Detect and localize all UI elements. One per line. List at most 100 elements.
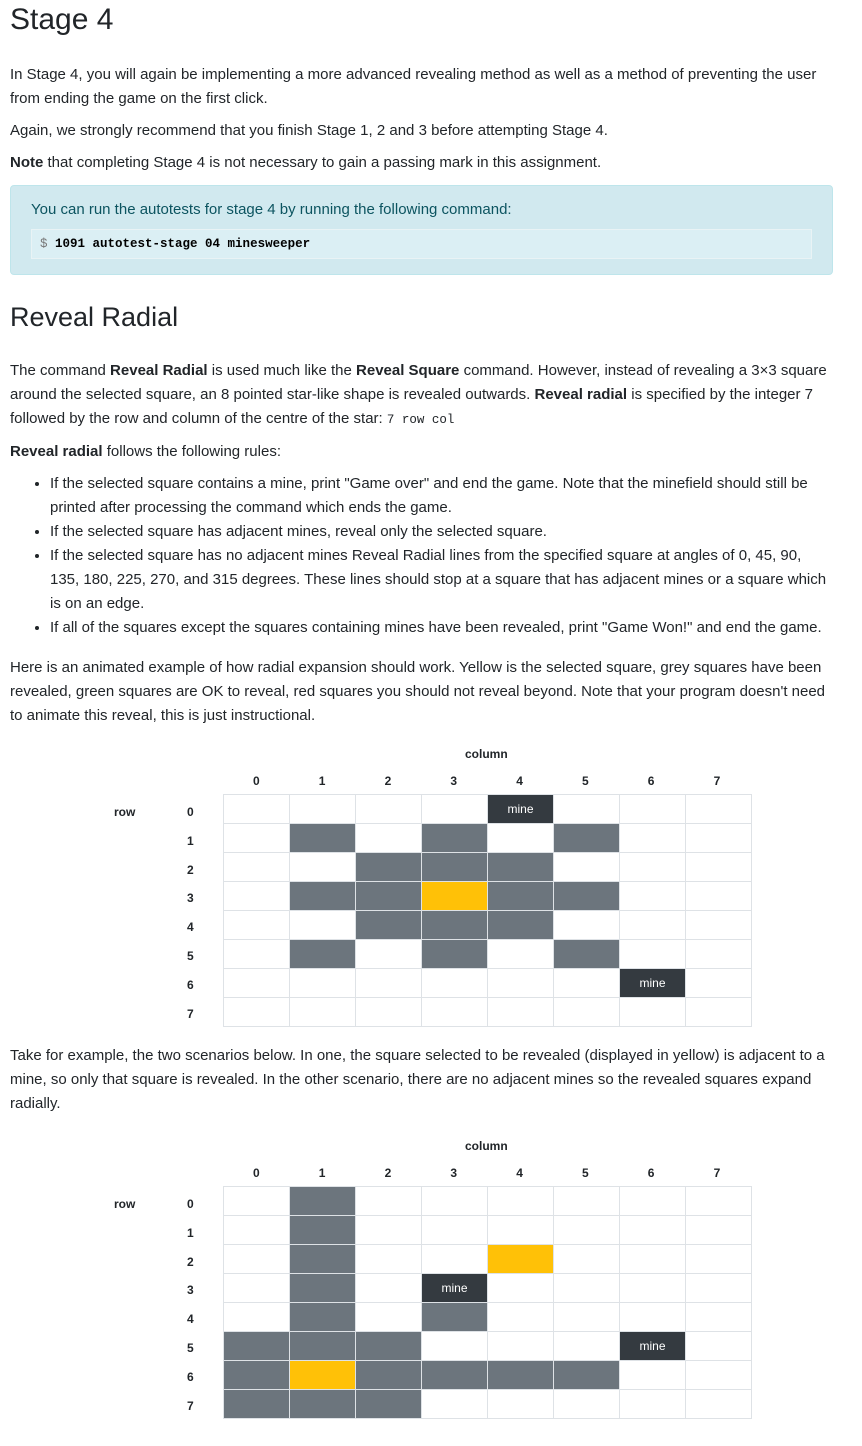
column-index-label: 1 (318, 1166, 326, 1180)
hidden-cell (421, 1186, 488, 1216)
minefield-grid: mine mine (223, 794, 752, 1027)
hidden-cell (553, 1389, 620, 1419)
grid-row (223, 939, 752, 969)
mine-cell: mine (421, 1273, 488, 1303)
column-index-label: 6 (647, 1166, 655, 1180)
hidden-cell (355, 823, 422, 853)
revealed-cell (289, 1215, 356, 1245)
hidden-cell (421, 1244, 488, 1274)
hidden-cell (355, 997, 422, 1027)
column-axis-label: column (465, 747, 508, 761)
revealed-cell (355, 1360, 422, 1390)
desc-bold: Reveal Square (356, 362, 460, 379)
hidden-cell (619, 997, 686, 1027)
hidden-cell (553, 1331, 620, 1361)
hidden-cell (685, 881, 752, 911)
hidden-cell (487, 823, 554, 853)
hidden-cell (223, 823, 290, 853)
desc-part: is specified by the integer 7 followed b… (10, 386, 814, 427)
hidden-cell (619, 852, 686, 882)
revealed-cell (223, 1331, 290, 1361)
rule-item: If the selected square has no adjacent m… (50, 544, 833, 616)
hidden-cell (553, 852, 620, 882)
grid-row: mine (223, 794, 752, 824)
hidden-cell (619, 1302, 686, 1332)
hidden-cell (619, 881, 686, 911)
hidden-cell (685, 823, 752, 853)
hidden-cell (421, 1215, 488, 1245)
hidden-cell (355, 1302, 422, 1332)
recommend-text: Again, we strongly recommend that you fi… (10, 122, 608, 139)
grid-row (223, 1360, 752, 1390)
row-axis-label: row (114, 805, 136, 819)
revealed-cell (289, 1302, 356, 1332)
revealed-cell (289, 823, 356, 853)
hidden-cell (685, 910, 752, 940)
hidden-cell (685, 1273, 752, 1303)
hidden-cell (223, 1186, 290, 1216)
hidden-cell (619, 1360, 686, 1390)
hidden-cell (685, 1302, 752, 1332)
rules-intro-rest: follows the following rules: (102, 443, 281, 460)
hidden-cell (223, 1302, 290, 1332)
hidden-cell (223, 1273, 290, 1303)
grid-row (223, 997, 752, 1027)
hidden-cell (619, 1215, 686, 1245)
hidden-cell (619, 794, 686, 824)
rule-item: If all of the squares except the squares… (50, 616, 833, 640)
hidden-cell (487, 1302, 554, 1332)
revealed-cell (487, 881, 554, 911)
desc-bold: Reveal radial (534, 386, 628, 403)
row-index-label: 7 (187, 1006, 194, 1021)
row-index-label: 1 (187, 833, 194, 848)
hidden-cell (487, 1186, 554, 1216)
row-index-label: 7 (187, 1398, 194, 1413)
column-index-label: 7 (713, 774, 721, 788)
hidden-cell (685, 1360, 752, 1390)
command-box[interactable]: $ 1091 autotest-stage 04 minesweeper (31, 229, 812, 259)
hidden-cell (619, 939, 686, 969)
autotest-alert: You can run the autotests for stage 4 by… (10, 185, 833, 275)
revealed-cell (421, 1302, 488, 1332)
rule-item: If the selected square contains a mine, … (50, 472, 833, 520)
hidden-cell (685, 1186, 752, 1216)
revealed-cell (421, 939, 488, 969)
hidden-cell (553, 910, 620, 940)
revealed-cell (289, 881, 356, 911)
row-index-label: 1 (187, 1225, 194, 1240)
column-index-label: 2 (384, 1166, 392, 1180)
row-index-label: 2 (187, 862, 194, 877)
revealed-cell (223, 1389, 290, 1419)
column-index-label: 4 (516, 1166, 523, 1180)
hidden-cell (223, 1244, 290, 1274)
hidden-cell (421, 1389, 488, 1419)
selected-cell (487, 1244, 554, 1274)
column-index-label: 2 (384, 774, 392, 788)
column-axis-label: column (465, 1139, 508, 1153)
column-index-label: 3 (450, 774, 458, 788)
alert-text: You can run the autotests for stage 4 by… (31, 201, 512, 218)
hidden-cell (289, 910, 356, 940)
column-index-label: 5 (582, 774, 589, 788)
revealed-cell (553, 823, 620, 853)
hidden-cell (223, 852, 290, 882)
rule-item: If the selected square has adjacent mine… (50, 520, 833, 544)
column-index-label: 3 (450, 1166, 458, 1180)
column-index-label: 5 (582, 1166, 589, 1180)
hidden-cell (355, 1244, 422, 1274)
grid-row (223, 852, 752, 882)
hidden-cell (355, 1273, 422, 1303)
note-label: Note (10, 154, 44, 171)
hidden-cell (619, 1273, 686, 1303)
note-text: Note that completing Stage 4 is not nece… (10, 151, 833, 175)
row-index-label: 0 (187, 1197, 194, 1211)
revealed-cell (289, 1273, 356, 1303)
revealed-cell (289, 939, 356, 969)
hidden-cell (685, 939, 752, 969)
scenario-grid: column row 0 1 2 3 4 5 6 7 0 1 2 3 4 5 6 7 mine mine (10, 1134, 833, 1434)
hidden-cell (685, 997, 752, 1027)
hidden-cell (685, 1331, 752, 1361)
hidden-cell (355, 1215, 422, 1245)
grid-row: mine (223, 968, 752, 998)
hidden-cell (289, 852, 356, 882)
